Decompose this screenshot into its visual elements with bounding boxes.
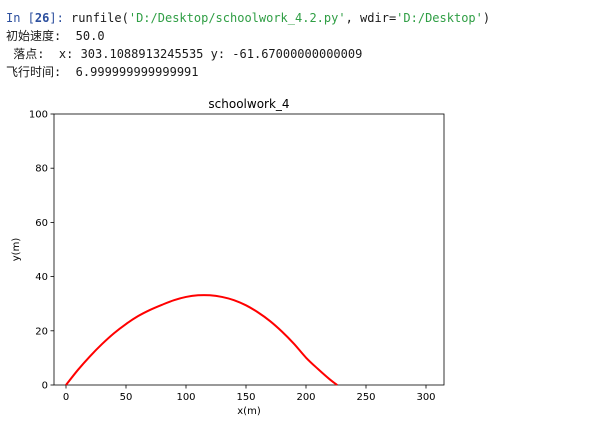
chart-title: schoolwork_4 — [208, 97, 289, 111]
y-tick-label: 60 — [35, 218, 48, 229]
y-tick-label: 20 — [35, 326, 48, 337]
x-tick-label: 200 — [296, 392, 315, 403]
output-line-initial-speed: 初始速度: 50.0 — [6, 29, 105, 43]
x-tick-label: 0 — [63, 392, 69, 403]
x-tick-label: 300 — [416, 392, 435, 403]
input-prompt: In [26]: — [6, 11, 64, 25]
trajectory-line — [65, 294, 338, 386]
figure-output: schoolwork_4 0 50 100 150 200 250 300 0 20 40 60 80… — [0, 90, 470, 438]
y-tick-label: 40 — [35, 272, 48, 283]
plot-frame — [53, 113, 445, 386]
console-output: In [26]: runfile('D:/Desktop/schoolwork_… — [6, 9, 490, 81]
y-tick-label: 80 — [35, 164, 48, 175]
x-tick-label: 250 — [356, 392, 375, 403]
x-tick-label: 50 — [120, 392, 133, 403]
output-line-landing-point: 落点: x: 303.1088913245535 y: -61.67000000… — [6, 47, 363, 61]
y-axis-label: y(m) — [11, 238, 22, 262]
command-text: runfile('D:/Desktop/schoolwork_4.2.py', … — [63, 11, 491, 25]
y-tick-label: 100 — [29, 110, 48, 121]
trajectory-chart: schoolwork_4 0 50 100 150 200 250 300 0 20 40 60 80… — [11, 97, 445, 417]
y-tick-label: 0 — [42, 381, 48, 392]
x-tick-label: 150 — [236, 392, 255, 403]
output-line-flight-time: 飞行时间: 6.999999999999991 — [6, 65, 199, 79]
x-tick-label: 100 — [176, 392, 195, 403]
x-axis-label: x(m) — [237, 406, 261, 417]
